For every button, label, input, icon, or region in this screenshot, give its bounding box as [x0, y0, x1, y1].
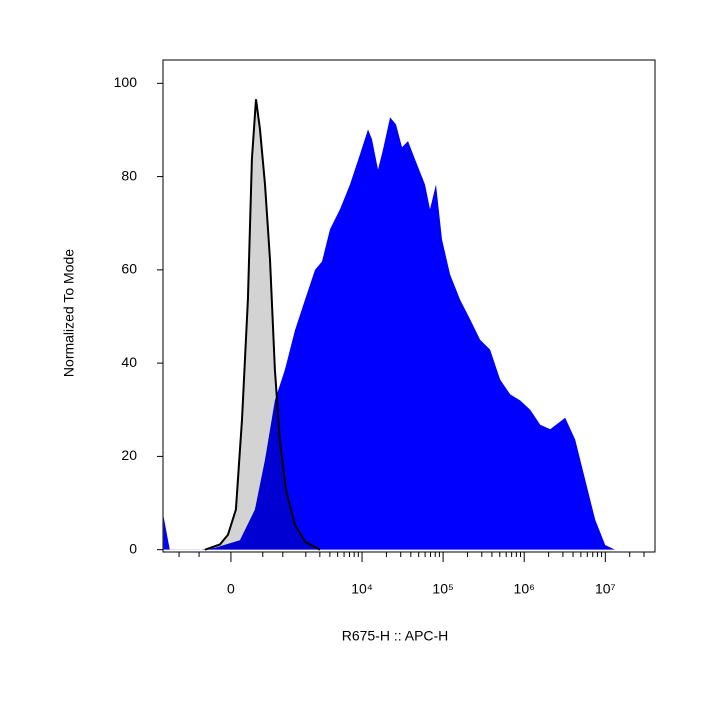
x-tick-label: 10⁴ — [351, 581, 373, 597]
x-tick-label: 10⁶ — [514, 581, 535, 597]
histogram-area — [205, 99, 320, 550]
x-tick-label: 0 — [227, 581, 235, 597]
plot-frame — [162, 59, 656, 553]
x-axis-title: R675-H :: APC-H — [342, 628, 449, 644]
histogram-area — [163, 117, 616, 550]
y-tick-label: 40 — [121, 354, 137, 370]
y-tick-label: 20 — [121, 447, 137, 463]
y-tick-label: 100 — [114, 74, 138, 90]
y-axis-title: Normalized To Mode — [61, 249, 77, 377]
y-tick-label: 0 — [129, 540, 137, 556]
y-tick-label: 60 — [121, 261, 137, 277]
y-tick-label: 80 — [121, 167, 137, 183]
x-tick-label: 10⁷ — [595, 581, 616, 597]
histogram-outline — [204, 99, 321, 551]
x-tick-label: 10⁵ — [432, 581, 453, 597]
